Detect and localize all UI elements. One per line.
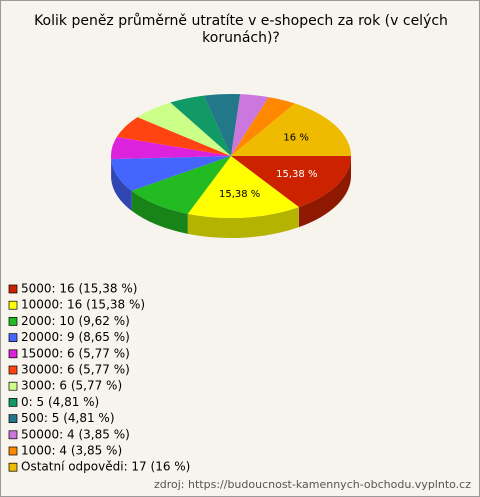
legend-label: 3000: 6 (5,77 %) [21, 379, 122, 393]
legend-swatch [8, 284, 18, 294]
chart-title: Kolik peněz průměrně utratíte v e-shopec… [34, 13, 448, 29]
pie-slice [204, 93, 241, 156]
legend-swatch [8, 300, 18, 310]
legend-label: 0: 5 (4,81 %) [21, 395, 99, 409]
legend-label: 50000: 4 (3,85 %) [21, 427, 130, 441]
pie-slice [170, 95, 231, 156]
pie-slice [111, 136, 231, 160]
data-label: 15,38 % [276, 169, 317, 180]
legend-label: 10000: 16 (15,38 %) [21, 298, 145, 312]
legend-swatch [8, 317, 18, 326]
chart-title: korunách)? [202, 30, 280, 46]
data-label: 16 % [283, 132, 308, 143]
legend-label: Ostatní odpovědi: 17 (16 %) [21, 460, 190, 474]
legend-swatch [8, 462, 18, 472]
legend-label: 15000: 6 (5,77 %) [21, 346, 130, 360]
legend-swatch [8, 446, 18, 456]
pie-slice [231, 94, 269, 156]
pie-slice [131, 156, 231, 214]
legend-swatch [8, 414, 18, 423]
pie-slice-side [298, 156, 351, 228]
pie-slice [231, 156, 351, 208]
pie-slice-side [187, 207, 299, 238]
pie-slice [137, 102, 231, 156]
pie-slice [116, 117, 231, 156]
legend-label: 20000: 9 (8,65 %) [21, 330, 130, 344]
pie-slice [231, 97, 295, 156]
legend-swatch [8, 333, 18, 342]
legend-label: 500: 5 (4,81 %) [21, 411, 115, 425]
pie-slice-side [111, 159, 132, 211]
pie-slice-side [131, 190, 188, 234]
legend-label: 1000: 4 (3,85 %) [21, 444, 122, 458]
legend-label: 5000: 16 (15,38 %) [21, 282, 137, 296]
legend-swatch [8, 398, 18, 407]
legend-swatch [8, 349, 18, 359]
legend-swatch [8, 430, 18, 440]
legend-label: 30000: 6 (5,77 %) [21, 363, 130, 377]
source: zdroj: https://budoucnost-kamennych-obch… [154, 478, 471, 491]
legend-label: 2000: 10 (9,62 %) [21, 314, 130, 328]
data-label: 15,38 % [219, 189, 260, 200]
legend-swatch [8, 365, 18, 375]
legend-swatch [8, 381, 18, 391]
pie-slice [231, 103, 351, 156]
pie-slice [111, 156, 231, 191]
pie-slice [187, 156, 299, 219]
